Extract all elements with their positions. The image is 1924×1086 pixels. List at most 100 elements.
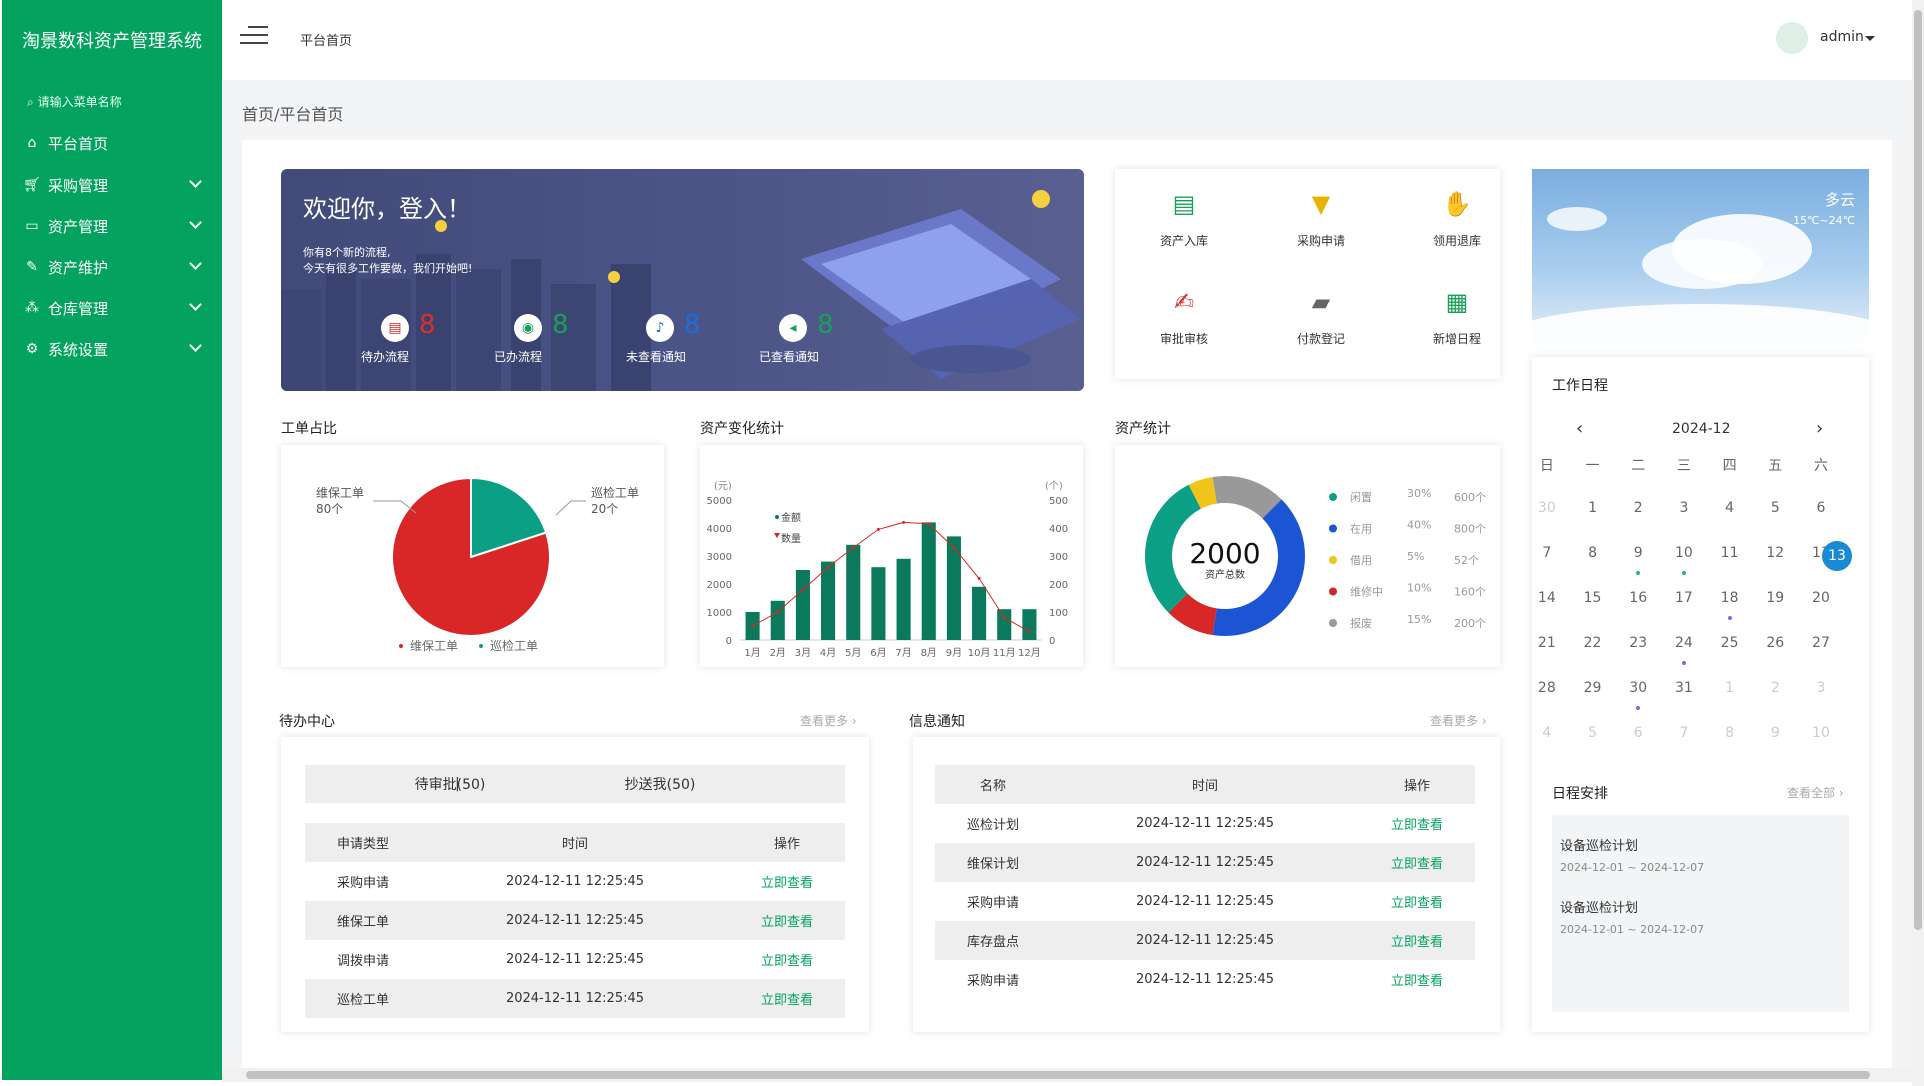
sidebar-item-warehouse[interactable]: ⁂ 仓库管理 [22,293,212,323]
agenda-all-link[interactable]: 查看全部 › [1787,784,1844,801]
calendar-day[interactable]: 2 [1770,680,1780,696]
calendar-day[interactable]: 6 [1816,500,1826,516]
notice-more-link[interactable]: 查看更多 › [1430,712,1487,729]
calendar-day[interactable]: 10 [1661,545,1707,590]
quick-actions-card: ▤ 资产入库 ▼ 采购申请 ✋ 领用退库 ✍ 审批审核 ▰ 付款登记 ▦ 新增日程 [1115,169,1500,379]
calendar-day[interactable]: 31 [1674,680,1693,696]
calendar-day[interactable]: 9 [1615,545,1661,590]
sidebar-item-asset[interactable]: ▭ 资产管理 [22,211,212,241]
calendar-day[interactable]: 30 [1615,680,1661,725]
quick-return[interactable]: ✋ 领用退库 [1402,186,1512,266]
quick-purchase[interactable]: ▼ 采购申请 [1266,186,1376,266]
calendar-day[interactable]: 7 [1679,725,1689,741]
x-tick-label: 4月 [820,647,836,659]
calendar-day[interactable]: 3 [1679,500,1689,516]
calendar-day[interactable]: 8 [1588,545,1597,561]
calendar-day[interactable]: 26 [1766,635,1785,651]
agenda-title[interactable]: 设备巡检计划 [1560,901,1639,916]
view-link[interactable]: 立即查看 [1358,921,1475,960]
calendar-day[interactable]: 12 [1766,545,1785,561]
calendar-day[interactable]: 3 [1816,680,1826,696]
calendar-day[interactable]: 17 [1674,590,1693,606]
view-link[interactable]: 立即查看 [1390,974,1443,989]
calendar-day[interactable]: 29 [1583,680,1602,696]
calendar-day[interactable]: 19 [1766,590,1785,606]
calendar-day[interactable]: 5 [1588,725,1597,741]
quick-approve[interactable]: ✍ 审批审核 [1129,284,1239,364]
cell-type: 维保工单 [305,901,421,940]
stat-unread[interactable]: ♪ 8 未查看通知 [626,310,726,374]
calendar-day[interactable]: 15 [1583,590,1602,606]
tab-pending-approval[interactable]: 待审批(50) [414,777,486,793]
caret-down-icon[interactable] [1865,36,1875,41]
stat-pending[interactable]: ▤ 8 待办流程 [361,310,461,374]
stat-read[interactable]: ◂ 8 已查看通知 [759,310,859,374]
calendar-day[interactable]: 7 [1542,545,1552,561]
bar [997,609,1012,640]
calendar-day[interactable]: 30 [1537,500,1556,516]
calendar-day[interactable]: 24 [1661,635,1707,680]
calendar-day[interactable]: 14 [1537,590,1556,606]
bar [871,567,886,640]
calendar-day[interactable]: 27 [1812,635,1830,651]
calendar-day[interactable]: 16 [1629,590,1648,606]
calendar-day[interactable]: 22 [1583,635,1602,651]
calendar-day[interactable]: 1 [1588,500,1597,516]
table-row: 调拨申请 2024-12-11 12:25:45 立即查看 [305,940,845,979]
stat-done[interactable]: ◉ 8 已办流程 [494,310,594,374]
tab-cc-me[interactable]: 抄送我(50) [624,777,696,793]
menu-search-input[interactable]: ⌕ 请输入菜单名称 [27,93,122,110]
y-tick-label: 2000 [707,580,732,591]
sidebar-item-settings[interactable]: ⚙ 系统设置 [22,334,212,364]
done-icon: ◉ [514,314,542,342]
calendar-day[interactable]: 28 [1537,680,1556,696]
calendar-day[interactable]: 20 [1812,590,1830,606]
calendar-day[interactable]: 1 [1725,680,1735,696]
calendar-day[interactable]: 2 [1633,500,1643,516]
calendar-day[interactable]: 21 [1537,635,1556,651]
quick-schedule[interactable]: ▦ 新增日程 [1402,284,1512,364]
table-row: 库存盘点 2024-12-11 12:25:45 立即查看 [935,921,1475,960]
view-link[interactable]: 立即查看 [760,876,813,891]
view-link[interactable]: 立即查看 [1358,843,1475,882]
view-link[interactable]: 立即查看 [728,979,845,1018]
view-link[interactable]: 立即查看 [1390,818,1443,833]
line-point [977,576,981,580]
sidebar-item-maintenance[interactable]: ✎ 资产维护 [22,252,212,282]
calendar-day[interactable]: 4 [1542,725,1552,741]
horizontal-scroll-thumb[interactable] [246,1071,1870,1079]
calendar-day[interactable]: 11 [1720,545,1739,561]
sidebar-item-home[interactable]: ⌂ 平台首页 [22,128,212,158]
calendar-day[interactable]: 18 [1707,590,1753,635]
prev-month-icon[interactable]: ‹ [1576,418,1584,439]
vertical-scroll-thumb[interactable] [1914,10,1922,930]
selected-day[interactable]: 13 [1822,541,1852,571]
todo-more-link[interactable]: 查看更多 › [800,712,857,729]
view-link[interactable]: 立即查看 [1390,896,1443,911]
stat-label: 已查看通知 [759,350,820,364]
calendar-day[interactable]: 25 [1720,635,1739,651]
calendar-day[interactable]: 6 [1633,725,1643,741]
legend-dot [479,644,483,648]
avatar[interactable] [1776,22,1808,54]
calendar-day[interactable]: 8 [1725,725,1735,741]
view-link[interactable]: 立即查看 [728,901,845,940]
more-label: 查看更多 [1430,714,1479,728]
calendar-day[interactable]: 5 [1770,500,1780,516]
calendar-day[interactable]: 10 [1812,725,1830,741]
sidebar-item-purchase[interactable]: 🛒︎ 采购管理 [22,170,212,200]
menu-toggle-icon[interactable] [240,26,268,48]
quick-payment[interactable]: ▰ 付款登记 [1266,284,1376,364]
agenda-title[interactable]: 设备巡检计划 [1560,839,1639,854]
quick-asset-in[interactable]: ▤ 资产入库 [1129,186,1239,266]
gear-icon: ⚙ [25,341,39,357]
next-month-icon[interactable]: › [1816,418,1824,439]
view-link[interactable]: 立即查看 [760,954,813,969]
agenda-list: 设备巡检计划 2024-12-01 ~ 2024-12-07 设备巡检计划 20… [1552,815,1849,1012]
weather-card: 多云 15℃~24℃ [1532,169,1869,351]
calendar-day[interactable]: 23 [1629,635,1648,651]
user-name[interactable]: admin [1820,29,1864,45]
calendar-day[interactable]: 9 [1770,725,1780,741]
calendar-day[interactable]: 4 [1725,500,1735,516]
